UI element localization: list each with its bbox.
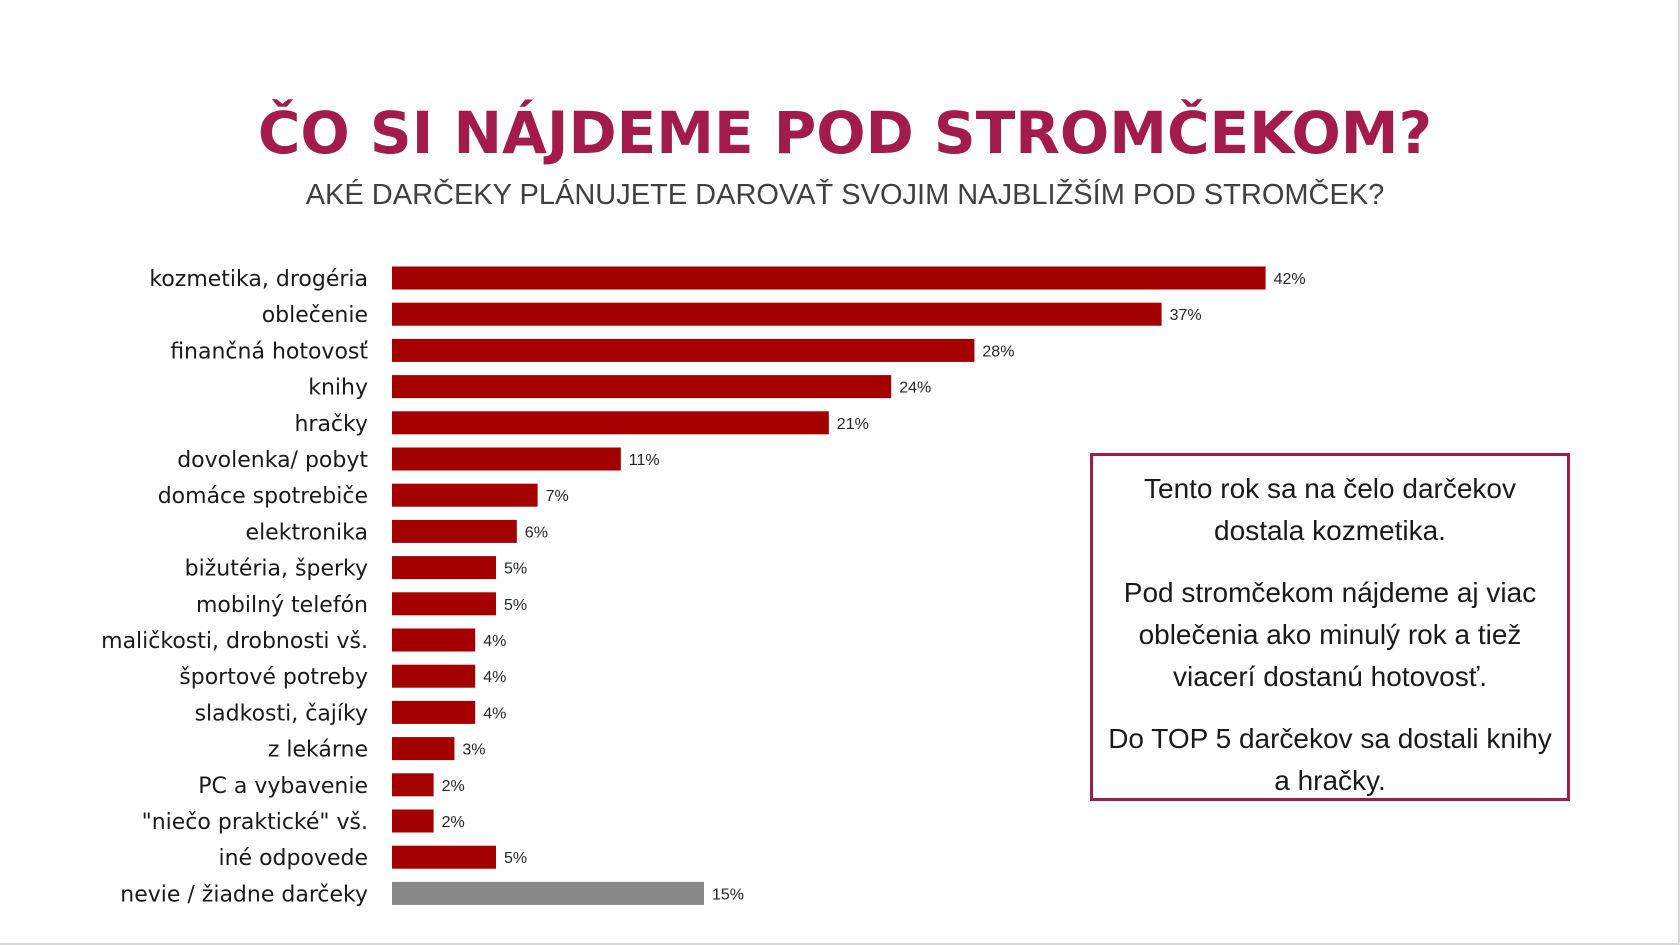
value-label-15: 2%	[442, 778, 465, 795]
category-label-7: domáce spotrebiče	[158, 484, 368, 509]
category-label-15: PC a vybavenie	[198, 774, 368, 799]
bar-14	[392, 737, 455, 761]
category-label-14: z lekárne	[268, 738, 368, 763]
category-label-13: sladkosti, čajíky	[195, 701, 368, 726]
category-label-8: elektronika	[246, 520, 368, 545]
note-paragraph-1: Tento rok sa na čelo darčekov dostala ko…	[1144, 473, 1516, 546]
bar-13	[392, 700, 476, 724]
value-label-16: 2%	[442, 814, 465, 831]
value-label-2: 37%	[1170, 307, 1202, 324]
category-label-2: oblečenie	[262, 303, 368, 328]
value-label-3: 28%	[982, 343, 1014, 360]
bar-12	[392, 664, 476, 688]
value-label-11: 4%	[483, 633, 506, 650]
value-label-14: 3%	[462, 742, 485, 759]
bar-8	[392, 519, 517, 543]
value-label-6: 11%	[629, 452, 660, 469]
page-subtitle: AKÉ DARČEKY PLÁNUJETE DAROVAŤ SVOJIM NAJ…	[305, 179, 1385, 211]
category-label-12: športové potreby	[179, 665, 368, 690]
value-label-13: 4%	[483, 705, 506, 722]
value-label-12: 4%	[483, 669, 506, 686]
bar-6	[392, 447, 621, 471]
category-label-10: mobilný telefón	[196, 593, 368, 618]
category-label-6: dovolenka/ pobyt	[177, 448, 368, 473]
value-label-10: 5%	[504, 597, 527, 614]
note-paragraph-2: Pod stromčekom nájdeme aj viac oblečenia…	[1123, 577, 1537, 692]
category-label-17: iné odpovede	[219, 846, 369, 871]
value-label-17: 5%	[504, 850, 527, 867]
value-label-1: 42%	[1274, 271, 1306, 288]
bar-17	[392, 845, 496, 869]
category-label-3: finančná hotovosť	[170, 339, 368, 364]
bar-3	[392, 338, 975, 362]
bar-2	[392, 302, 1162, 326]
bar-10	[392, 592, 496, 616]
bar-15	[392, 773, 434, 797]
category-label-9: bižutéria, šperky	[185, 557, 368, 582]
bar-4	[392, 375, 892, 399]
value-label-5: 21%	[837, 416, 869, 433]
category-label-16: "niečo praktické" vš.	[142, 810, 368, 835]
category-label-11: maličkosti, drobnosti vš.	[101, 629, 368, 654]
note-paragraph-3: Do TOP 5 darčekov sa dostali knihy a hra…	[1108, 723, 1552, 796]
category-label-18: nevie / žiadne darčeky	[120, 882, 368, 907]
category-label-4: knihy	[308, 376, 368, 401]
note-box: Tento rok sa na čelo darčekov dostala ko…	[1090, 453, 1570, 801]
bar-18	[392, 881, 704, 905]
category-label-5: hračky	[294, 412, 368, 437]
value-label-4: 24%	[899, 380, 931, 397]
category-label-1: kozmetika, drogéria	[149, 267, 368, 292]
bar-9	[392, 556, 496, 580]
bar-1	[392, 266, 1266, 290]
bar-5	[392, 411, 829, 435]
bar-7	[392, 483, 538, 507]
value-label-18: 15%	[712, 886, 744, 903]
bar-16	[392, 809, 434, 833]
value-label-7: 7%	[546, 488, 569, 505]
value-label-8: 6%	[525, 524, 548, 541]
page-title: ČO SI NÁJDEME POD STROMČEKOM?	[257, 99, 1433, 167]
value-label-9: 5%	[504, 561, 527, 578]
bar-11	[392, 628, 476, 652]
